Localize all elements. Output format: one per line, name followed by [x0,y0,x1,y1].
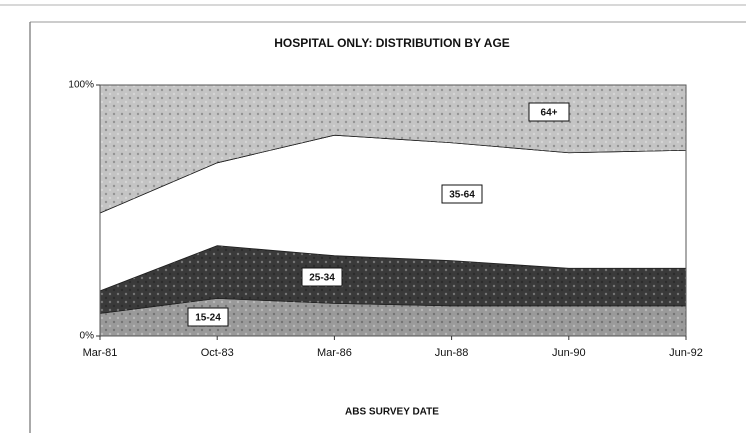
series-label-box [301,267,343,287]
x-tick-label: Jun-88 [435,347,469,359]
chart-title: HOSPITAL ONLY: DISTRIBUTION BY AGE [274,36,510,50]
y-tick-label: 0% [80,331,95,342]
x-tick-label: Mar-86 [317,347,352,359]
x-tick-label: Jun-92 [669,347,703,359]
x-tick-label: Oct-83 [201,347,234,359]
series-label-box [441,184,483,204]
plot-border [99,84,687,337]
x-tick-label: Jun-90 [552,347,586,359]
series-label: 64+ [541,108,558,119]
area-texture [100,245,686,314]
x-tick-label: Mar-81 [83,347,118,359]
series-label-box [187,307,229,327]
series-label: 15-24 [195,313,221,324]
x-axis-title: ABS SURVEY DATE [345,407,439,418]
series-label: 25-34 [309,273,335,284]
series-label: 35-64 [449,190,475,201]
series-label-box [528,102,570,122]
area-texture [100,298,686,336]
y-tick-label: 100% [68,80,94,91]
